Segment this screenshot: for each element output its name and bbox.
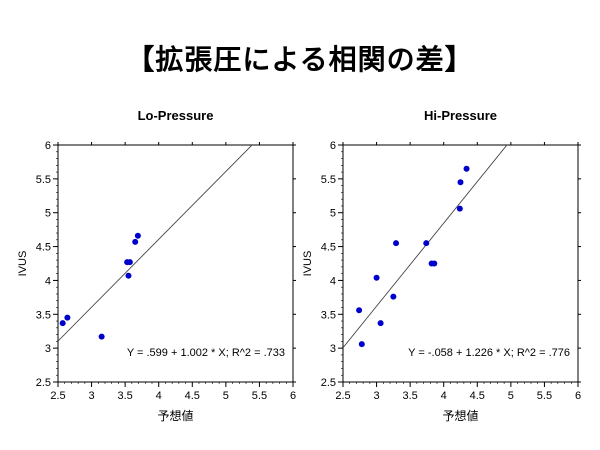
x-tick-label: 3 [89,390,95,402]
data-point [59,320,66,327]
x-tick-label: 4.5 [185,390,200,402]
data-point [125,272,132,279]
data-point [390,293,397,300]
y-tick-label: 5 [45,208,51,220]
x-tick-label: 4.5 [470,390,485,402]
slide-title: 【拡張圧による相関の差】 [126,43,474,76]
regression-annotation: Y = -.058 + 1.226 * X; R^2 = .776 [408,347,570,359]
data-point [98,333,105,340]
scatter-chart-lo-pressure: Lo-Pressure 2.5 3 3.5 4 4.5 5 5.5 6 2.5 3 3.5 4 4.5 5 5… [0,100,300,440]
data-point [456,205,463,212]
data-point [423,240,430,247]
data-point [431,260,438,267]
x-tick-label: 5.5 [252,390,267,402]
y-tick-label: 5.5 [36,174,51,186]
y-tick-label: 5 [330,208,336,220]
regression-line [58,145,253,342]
y-tick-label: 2.5 [321,377,336,389]
x-axis-label: 予想値 [157,408,193,423]
x-tick-label: 5.5 [537,390,552,402]
data-point [358,341,365,348]
y-tick-label: 3 [45,343,51,355]
data-point [373,274,380,281]
data-point [457,179,464,186]
data-point [134,232,141,239]
y-tick-label: 4.5 [321,242,336,254]
x-tick-label: 5 [223,390,229,402]
x-axis-label: 予想値 [442,408,478,423]
data-point [126,259,133,266]
regression-line [343,145,508,348]
plot-frame [342,144,579,383]
data-point [463,165,470,172]
data-point [377,320,384,327]
data-point [132,238,139,245]
plot-frame [57,144,294,383]
chart-svg: Lo-Pressure 2.5 3 3.5 4 4.5 5 5.5 6 2.5 3 3.5 4 4.5 5 5… [17,108,296,423]
x-tick-label: 4 [156,390,162,402]
chart-svg: Hi-Pressure 2.5 3 3.5 4 4.5 5 5.5 6 2.5 3 3.5 4 4.5 5 5… [302,108,581,423]
x-tick-label: 3 [374,390,380,402]
regression-annotation: Y = .599 + 1.002 * X; R^2 = .733 [127,347,285,359]
x-tick-label: 6 [575,390,581,402]
y-tick-label: 3.5 [321,309,336,321]
x-tick-label: 3.5 [117,390,132,402]
x-tick-label: 3.5 [402,390,417,402]
y-axis-label: IVUS [17,251,29,277]
y-tick-label: 4 [45,275,51,287]
chart-title: Hi-Pressure [424,108,497,123]
y-tick-label: 4.5 [36,242,51,254]
y-tick-label: 6 [45,140,51,152]
y-tick-label: 2.5 [36,377,51,389]
data-point [393,240,400,247]
x-tick-label: 2.5 [50,390,65,402]
x-tick-label: 6 [290,390,296,402]
x-tick-label: 2.5 [335,390,350,402]
y-tick-label: 5.5 [321,174,336,186]
x-tick-label: 4 [441,390,447,402]
data-point [356,307,363,314]
chart-title: Lo-Pressure [138,108,214,123]
x-tick-label: 5 [508,390,514,402]
y-tick-label: 4 [330,275,336,287]
y-axis-label: IVUS [302,251,314,277]
y-tick-label: 6 [330,140,336,152]
scatter-chart-hi-pressure: Hi-Pressure 2.5 3 3.5 4 4.5 5 5.5 6 2.5 3 3.5 4 4.5 5 5… [300,100,600,440]
data-point [64,314,71,321]
y-tick-label: 3 [330,343,336,355]
y-tick-label: 3.5 [36,309,51,321]
